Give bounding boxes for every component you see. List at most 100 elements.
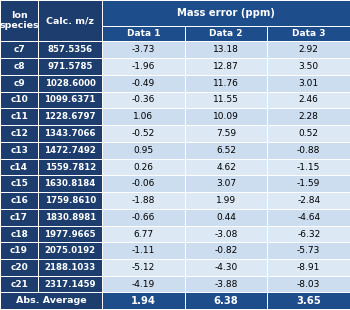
Text: -0.52: -0.52 [132, 129, 155, 138]
Text: 12.87: 12.87 [213, 62, 239, 71]
Bar [267, 108, 350, 125]
Bar [267, 41, 350, 58]
Text: 0.44: 0.44 [216, 213, 236, 222]
Text: Mass error (ppm): Mass error (ppm) [177, 8, 275, 18]
Text: -5.73: -5.73 [297, 246, 320, 255]
Bar [185, 142, 267, 159]
Text: 2188.1033: 2188.1033 [44, 263, 96, 272]
Text: 0.26: 0.26 [133, 162, 154, 171]
Bar [0, 259, 38, 276]
Text: 1099.6371: 1099.6371 [44, 95, 96, 104]
Bar [0, 75, 38, 91]
Text: Data 3: Data 3 [292, 29, 326, 38]
Bar [185, 276, 267, 293]
Bar [102, 41, 185, 58]
Text: -4.30: -4.30 [215, 263, 238, 272]
Bar [0, 159, 38, 175]
Bar [0, 175, 38, 192]
Text: 2317.1459: 2317.1459 [44, 280, 96, 289]
Text: c11: c11 [10, 112, 28, 121]
Bar [267, 276, 350, 293]
Text: -1.59: -1.59 [297, 179, 320, 188]
Bar [102, 175, 185, 192]
Text: 1977.9665: 1977.9665 [44, 229, 96, 238]
Bar [267, 125, 350, 142]
Bar [102, 142, 185, 159]
Bar [102, 259, 185, 276]
Text: 11.55: 11.55 [213, 95, 239, 104]
Text: -1.11: -1.11 [132, 246, 155, 255]
Text: c15: c15 [10, 179, 28, 188]
Text: -8.03: -8.03 [297, 280, 320, 289]
Text: c14: c14 [10, 162, 28, 171]
Text: -4.64: -4.64 [297, 213, 320, 222]
Text: 6.38: 6.38 [214, 296, 238, 306]
Text: 1343.7066: 1343.7066 [44, 129, 96, 138]
Text: Data 2: Data 2 [209, 29, 243, 38]
Text: 1.99: 1.99 [216, 196, 236, 205]
Text: 1472.7492: 1472.7492 [44, 146, 96, 155]
Text: -8.91: -8.91 [297, 263, 320, 272]
Bar [0, 226, 38, 242]
Text: -0.66: -0.66 [132, 213, 155, 222]
Bar [102, 159, 185, 175]
Text: 3.50: 3.50 [299, 62, 319, 71]
Text: 11.76: 11.76 [213, 79, 239, 88]
Bar [38, 192, 102, 209]
Text: -1.96: -1.96 [132, 62, 155, 71]
Bar [0, 142, 38, 159]
Bar [38, 41, 102, 58]
Text: 1028.6000: 1028.6000 [45, 79, 96, 88]
Bar [102, 242, 185, 259]
Bar [38, 75, 102, 91]
Bar [185, 41, 267, 58]
Bar [38, 159, 102, 175]
Bar [0, 209, 38, 226]
Text: 1630.8184: 1630.8184 [44, 179, 96, 188]
Bar [267, 192, 350, 209]
Bar [38, 209, 102, 226]
Bar [185, 175, 267, 192]
Text: 4.62: 4.62 [216, 162, 236, 171]
Bar [185, 125, 267, 142]
Text: -3.88: -3.88 [215, 280, 238, 289]
Bar [0, 108, 38, 125]
Bar [267, 209, 350, 226]
Text: c17: c17 [10, 213, 28, 222]
Bar [0, 58, 38, 75]
Text: 1.06: 1.06 [133, 112, 154, 121]
Text: c12: c12 [10, 129, 28, 138]
Text: 1559.7812: 1559.7812 [44, 162, 96, 171]
Bar [0, 292, 102, 309]
Bar [102, 91, 185, 108]
Text: -3.73: -3.73 [132, 45, 155, 54]
Text: -0.49: -0.49 [132, 79, 155, 88]
Text: -6.32: -6.32 [297, 229, 320, 238]
Text: 2.92: 2.92 [299, 45, 318, 54]
Bar [102, 58, 185, 75]
Bar [0, 242, 38, 259]
Text: 6.77: 6.77 [133, 229, 154, 238]
Bar [267, 58, 350, 75]
Bar [267, 242, 350, 259]
Text: 3.65: 3.65 [296, 296, 321, 306]
Bar [185, 159, 267, 175]
Bar [0, 0, 38, 41]
Text: 6.52: 6.52 [216, 146, 236, 155]
Bar [185, 226, 267, 242]
Text: 2.28: 2.28 [299, 112, 318, 121]
Bar [38, 226, 102, 242]
Bar [185, 75, 267, 91]
Text: -0.06: -0.06 [132, 179, 155, 188]
Text: c13: c13 [10, 146, 28, 155]
Bar [0, 276, 38, 293]
Text: -2.84: -2.84 [297, 196, 320, 205]
Bar [185, 259, 267, 276]
Bar [102, 192, 185, 209]
Text: 7.59: 7.59 [216, 129, 236, 138]
Text: 13.18: 13.18 [213, 45, 239, 54]
Bar [267, 75, 350, 91]
Bar [185, 58, 267, 75]
Text: c21: c21 [10, 280, 28, 289]
Bar [185, 192, 267, 209]
